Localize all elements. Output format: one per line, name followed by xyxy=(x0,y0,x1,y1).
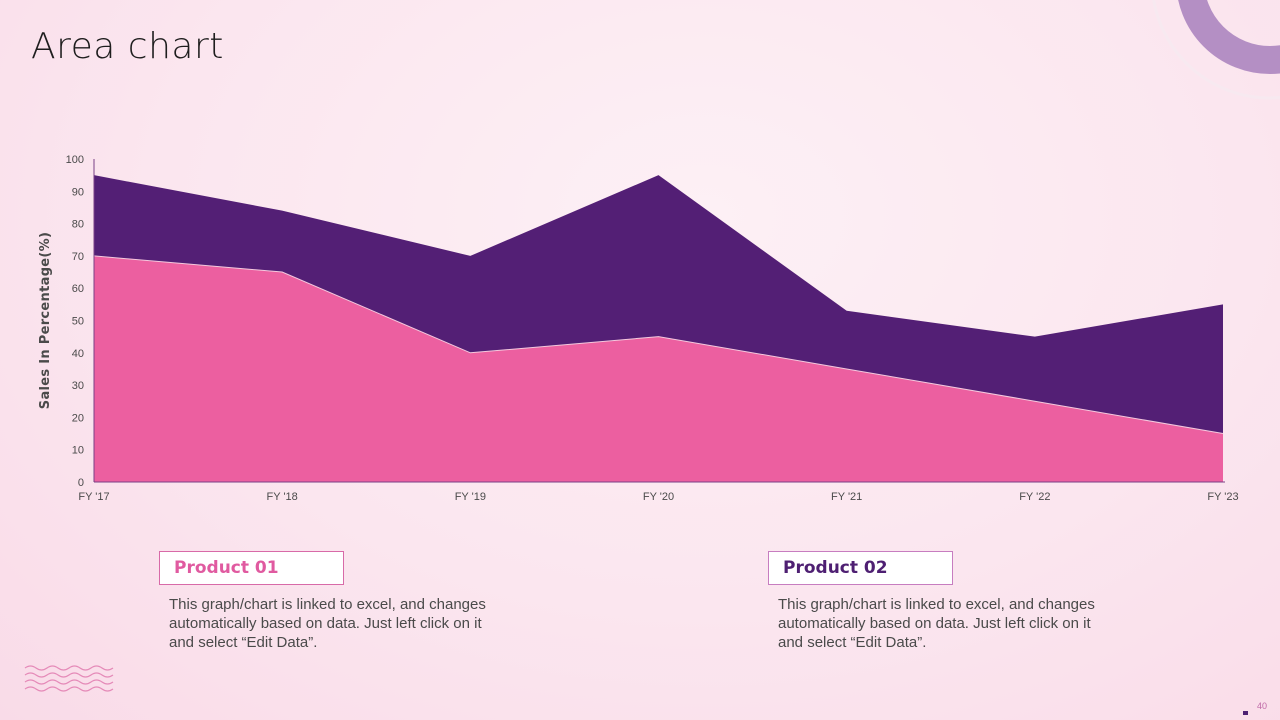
decorative-waves xyxy=(24,665,114,692)
y-axis-title: Sales In Percentage(%) xyxy=(38,232,53,409)
product-01-label: Product 01 xyxy=(159,551,344,585)
y-tick-label: 70 xyxy=(72,251,84,263)
product-02-label: Product 02 xyxy=(768,551,953,585)
y-tick-label: 30 xyxy=(72,380,84,392)
product-01-description: This graph/chart is linked to excel, and… xyxy=(169,596,486,651)
page-number: 40 xyxy=(1257,701,1268,711)
y-tick-label: 80 xyxy=(72,219,84,231)
y-tick-label: 20 xyxy=(72,412,84,424)
x-tick-label: FY '20 xyxy=(643,491,674,503)
x-tick-label: FY '18 xyxy=(267,491,298,503)
x-tick-label: FY '21 xyxy=(831,491,862,503)
series-boundary-line xyxy=(93,255,1224,435)
y-tick-label: 10 xyxy=(72,445,84,457)
x-tick-label: FY '23 xyxy=(1207,491,1238,503)
x-tick-label: FY '19 xyxy=(455,491,486,503)
y-tick-label: 40 xyxy=(72,348,84,360)
page-title: Area chart xyxy=(31,26,224,67)
y-tick-label: 100 xyxy=(66,154,84,166)
y-tick-label: 50 xyxy=(72,316,84,328)
x-tick-label: FY '17 xyxy=(78,491,109,503)
y-tick-label: 60 xyxy=(72,283,84,295)
y-tick-label: 90 xyxy=(72,186,84,198)
page-marker xyxy=(1243,711,1248,715)
x-tick-label: FY '22 xyxy=(1019,491,1050,503)
series-product-02-area xyxy=(94,175,1223,434)
product-02-description: This graph/chart is linked to excel, and… xyxy=(778,596,1095,651)
decorative-ring xyxy=(1152,0,1280,100)
y-tick-label: 0 xyxy=(78,477,84,489)
